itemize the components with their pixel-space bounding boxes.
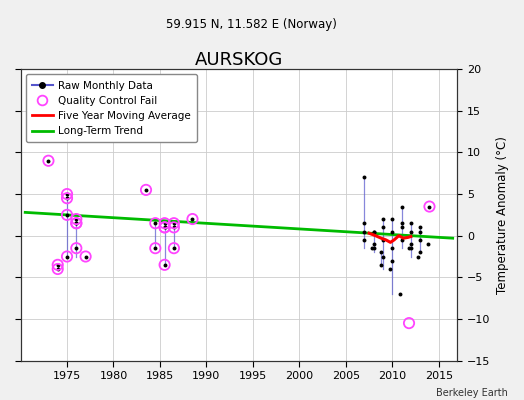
Point: [63, 253, 71, 260]
Point: [407, 228, 415, 235]
Point: [397, 203, 406, 210]
Point: [72, 220, 81, 226]
Point: [369, 228, 378, 235]
Point: [81, 253, 90, 260]
Point: [396, 291, 404, 297]
Point: [170, 245, 178, 251]
Point: [81, 253, 90, 260]
Point: [160, 224, 169, 230]
Point: [53, 262, 62, 268]
Point: [388, 258, 397, 264]
Point: [63, 212, 71, 218]
Point: [151, 245, 159, 251]
Point: [142, 187, 150, 193]
Point: [416, 228, 424, 235]
Point: [188, 216, 196, 222]
Point: [405, 245, 413, 251]
Text: 59.915 N, 11.582 E (Norway): 59.915 N, 11.582 E (Norway): [166, 18, 337, 31]
Point: [72, 216, 81, 222]
Point: [407, 220, 415, 226]
Point: [405, 320, 413, 326]
Point: [423, 241, 432, 247]
Point: [397, 224, 406, 230]
Point: [388, 216, 397, 222]
Point: [407, 241, 415, 247]
Point: [160, 224, 169, 230]
Point: [170, 220, 178, 226]
Point: [170, 224, 178, 230]
Title: AURSKOG: AURSKOG: [195, 51, 283, 69]
Point: [407, 245, 415, 251]
Point: [160, 224, 169, 230]
Point: [160, 262, 169, 268]
Point: [388, 245, 397, 251]
Point: [63, 195, 71, 202]
Point: [360, 228, 368, 235]
Point: [63, 212, 71, 218]
Point: [72, 220, 81, 226]
Point: [379, 237, 387, 243]
Point: [425, 203, 434, 210]
Point: [44, 158, 52, 164]
Point: [160, 220, 169, 226]
Point: [44, 158, 52, 164]
Point: [416, 249, 424, 256]
Text: Berkeley Earth: Berkeley Earth: [436, 388, 508, 398]
Point: [397, 237, 406, 243]
Point: [53, 266, 62, 272]
Point: [53, 262, 62, 268]
Point: [379, 216, 387, 222]
Point: [63, 191, 71, 197]
Point: [369, 228, 378, 235]
Point: [416, 237, 424, 243]
Point: [397, 220, 406, 226]
Point: [377, 249, 385, 256]
Y-axis label: Temperature Anomaly (°C): Temperature Anomaly (°C): [496, 136, 509, 294]
Point: [360, 220, 368, 226]
Point: [160, 220, 169, 226]
Point: [72, 245, 81, 251]
Point: [72, 245, 81, 251]
Point: [414, 253, 422, 260]
Point: [368, 245, 376, 251]
Point: [170, 224, 178, 230]
Legend: Raw Monthly Data, Quality Control Fail, Five Year Moving Average, Long-Term Tren: Raw Monthly Data, Quality Control Fail, …: [26, 74, 197, 142]
Point: [386, 266, 395, 272]
Point: [379, 253, 387, 260]
Point: [160, 224, 169, 230]
Point: [142, 187, 150, 193]
Point: [72, 220, 81, 226]
Point: [53, 266, 62, 272]
Point: [369, 241, 378, 247]
Point: [63, 253, 71, 260]
Point: [377, 262, 385, 268]
Point: [416, 224, 424, 230]
Point: [72, 220, 81, 226]
Point: [160, 262, 169, 268]
Point: [63, 191, 71, 197]
Point: [425, 203, 434, 210]
Point: [388, 228, 397, 235]
Point: [63, 195, 71, 202]
Point: [170, 245, 178, 251]
Point: [379, 224, 387, 230]
Point: [151, 220, 159, 226]
Point: [151, 220, 159, 226]
Point: [72, 216, 81, 222]
Point: [188, 216, 196, 222]
Point: [360, 174, 368, 181]
Point: [151, 245, 159, 251]
Point: [369, 245, 378, 251]
Point: [360, 237, 368, 243]
Point: [170, 220, 178, 226]
